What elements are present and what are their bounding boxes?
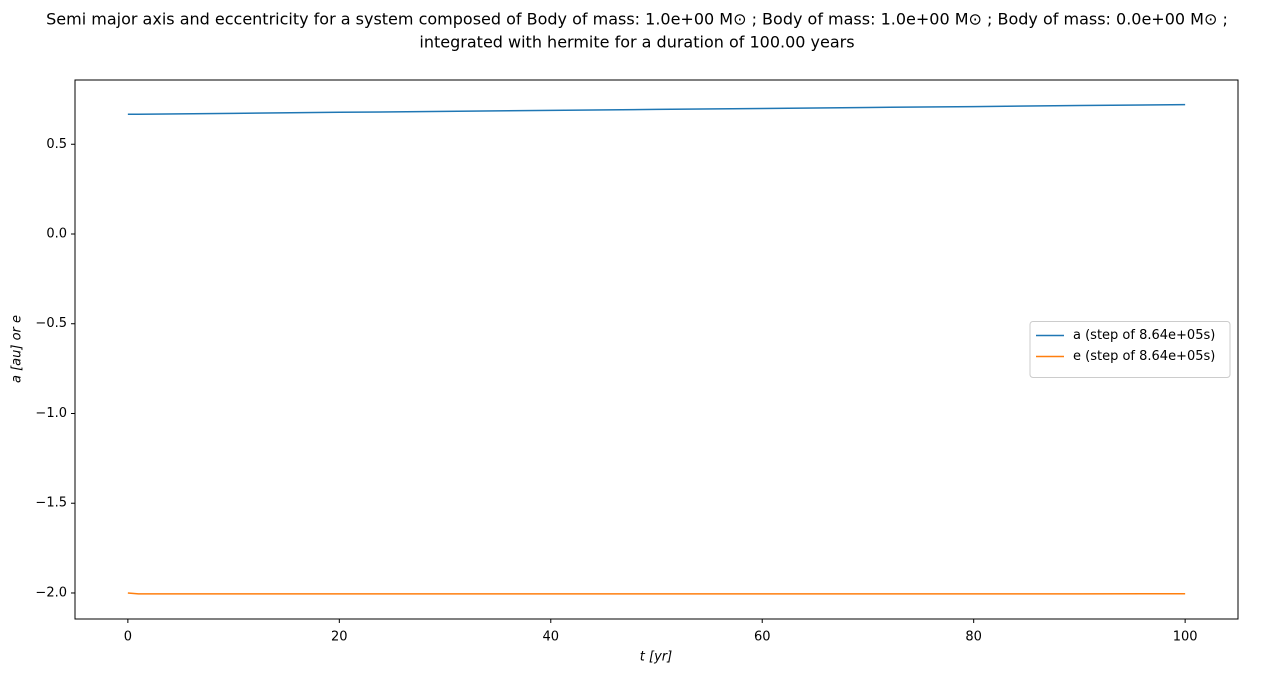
line-series — [127, 592, 1186, 595]
x-tick-label: 20 — [331, 630, 348, 645]
y-axis-label: a [au] or e — [10, 315, 25, 383]
x-tick-label: 0 — [124, 630, 132, 645]
x-tick-label: 60 — [754, 630, 771, 645]
plot-frame — [74, 79, 1239, 620]
x-axis-label: t [yr] — [640, 650, 672, 665]
y-tick-label: 0.0 — [46, 227, 67, 242]
legend-label: e (step of 8.64e+05s) — [1073, 349, 1215, 364]
x-tick-label: 100 — [1173, 630, 1198, 645]
chart-title: integrated with hermite for a duration o… — [419, 33, 854, 52]
y-tick-label: −0.5 — [35, 316, 67, 331]
x-tick-label: 40 — [542, 630, 559, 645]
y-tick-label: 0.5 — [46, 137, 67, 152]
legend-label: a (step of 8.64e+05s) — [1073, 328, 1215, 343]
x-tick-label: 80 — [965, 630, 982, 645]
y-tick-label: −1.0 — [35, 406, 67, 421]
y-tick-label: −2.0 — [35, 585, 67, 600]
line-series — [127, 103, 1186, 116]
y-tick-label: −1.5 — [35, 496, 67, 511]
legend-box — [1029, 321, 1231, 378]
chart-title: Semi major axis and eccentricity for a s… — [46, 10, 1228, 29]
